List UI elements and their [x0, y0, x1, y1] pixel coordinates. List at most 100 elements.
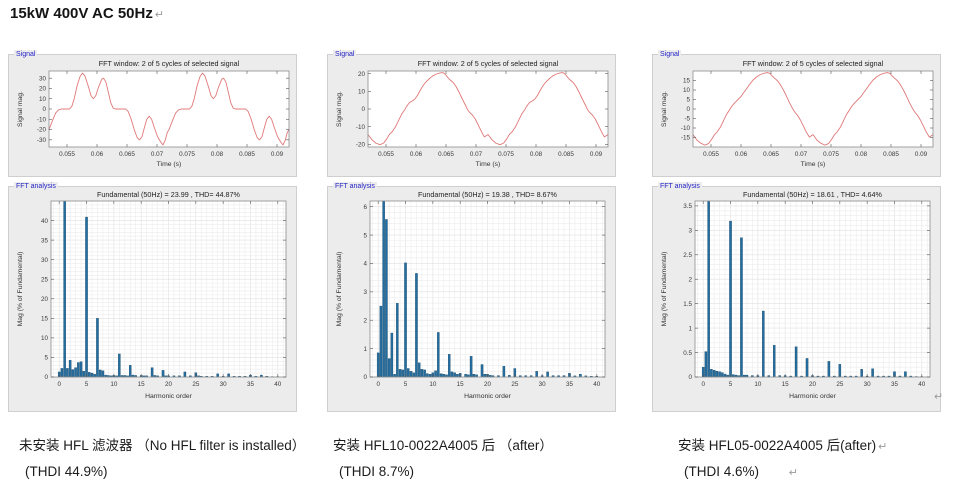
- caption-hfl05: 安装 HFL05-0022A4005 后(after) ↵: [678, 434, 887, 454]
- svg-text:5: 5: [404, 381, 408, 388]
- svg-text:0: 0: [57, 381, 61, 388]
- signal-groupbox: Signal 0.055 0.06 0.065 0.07 0.075 0.08 0.085 0…: [327, 50, 616, 177]
- svg-text:Harmonic order: Harmonic order: [145, 393, 193, 400]
- svg-text:Mag (% of Fundamental): Mag (% of Fundamental): [17, 252, 24, 327]
- svg-text:25: 25: [511, 381, 519, 388]
- svg-text:0.08: 0.08: [211, 151, 224, 158]
- svg-text:35: 35: [566, 381, 574, 388]
- caption-text: 未安装 HFL 滤波器 （No HFL filter is installed）: [19, 438, 306, 453]
- fft-tool-panel-no-filter: Signal 0.055 0.06 0.065 0.07 0.075 0.08 0.085 0…: [8, 0, 297, 500]
- svg-text:0.5: 0.5: [683, 350, 692, 357]
- svg-text:10: 10: [41, 335, 49, 342]
- svg-text:0.085: 0.085: [239, 151, 255, 158]
- fft-analysis-group-label: FFT analysis: [333, 182, 377, 191]
- svg-text:0.065: 0.065: [763, 151, 779, 158]
- svg-text:0.055: 0.055: [703, 151, 719, 158]
- svg-text:20: 20: [358, 71, 366, 78]
- svg-text:25: 25: [192, 381, 200, 388]
- svg-text:5: 5: [729, 381, 733, 388]
- svg-text:-10: -10: [37, 116, 47, 123]
- svg-text:30: 30: [539, 381, 547, 388]
- svg-text:0: 0: [701, 381, 705, 388]
- svg-text:1: 1: [688, 325, 692, 332]
- fft-tool-panel-hfl10: Signal 0.055 0.06 0.065 0.07 0.075 0.08 0.085 0…: [327, 0, 616, 500]
- svg-text:Mag (% of Fundamental): Mag (% of Fundamental): [661, 252, 668, 327]
- svg-text:1.5: 1.5: [683, 301, 692, 308]
- svg-text:30: 30: [41, 257, 49, 264]
- caption-thdi-text: (THDI 8.7%): [339, 464, 415, 479]
- svg-text:10: 10: [358, 89, 366, 96]
- caption-text: 安装 HFL05-0022A4005 后(after): [678, 438, 877, 453]
- signal-plot: 0.055 0.06 0.065 0.07 0.075 0.08 0.085 0.09 -15 -…: [653, 55, 940, 176]
- svg-text:0: 0: [688, 374, 692, 381]
- caption-no-filter: 未安装 HFL 滤波器 （No HFL filter is installed）: [19, 434, 305, 454]
- svg-text:-15: -15: [681, 135, 691, 142]
- svg-text:-10: -10: [356, 124, 366, 131]
- paragraph-mark-icon: ↵: [934, 391, 944, 403]
- svg-text:FFT window: 2 of 5 cycles of s: FFT window: 2 of 5 cycles of selected si…: [99, 59, 240, 68]
- svg-text:Fundamental (50Hz) = 18.61 , T: Fundamental (50Hz) = 18.61 , THD= 4.64%: [743, 190, 883, 199]
- signal-group-label: Signal: [658, 50, 682, 59]
- svg-text:30: 30: [864, 381, 872, 388]
- svg-text:10: 10: [683, 87, 691, 94]
- svg-text:4: 4: [363, 261, 367, 268]
- page-title-text: 15kW 400V AC 50Hz: [10, 5, 153, 22]
- fft-bar-plot: 0 5 10 15 20 25 30 35 40 0 1 2 3 4 5 6 Fundamental (50Hz…: [328, 187, 615, 411]
- svg-text:0.055: 0.055: [378, 151, 394, 158]
- svg-text:-10: -10: [681, 125, 691, 132]
- svg-text:35: 35: [891, 381, 899, 388]
- svg-text:0: 0: [361, 106, 365, 113]
- paragraph-mark-icon: ↵: [154, 9, 165, 21]
- fft-tool-panel-hfl05: Signal 0.055 0.06 0.065 0.07 0.075 0.08 0.085 0…: [652, 0, 941, 500]
- svg-text:2.5: 2.5: [683, 252, 692, 259]
- svg-text:0.07: 0.07: [795, 151, 808, 158]
- svg-text:2: 2: [363, 317, 367, 324]
- caption-thdi-text: (THDI 44.9%): [25, 464, 108, 479]
- svg-text:0.06: 0.06: [410, 151, 423, 158]
- fft-analysis-group-label: FFT analysis: [658, 182, 702, 191]
- svg-text:Time (s): Time (s): [476, 161, 501, 168]
- svg-text:Fundamental (50Hz) = 23.99 , T: Fundamental (50Hz) = 23.99 , THD= 44.87%: [97, 190, 241, 199]
- svg-text:0.08: 0.08: [530, 151, 543, 158]
- svg-text:15: 15: [457, 381, 465, 388]
- svg-text:25: 25: [41, 276, 49, 283]
- signal-plot: 0.055 0.06 0.065 0.07 0.075 0.08 0.085 0.09 -30 -…: [9, 55, 296, 176]
- svg-text:2: 2: [688, 276, 692, 283]
- svg-text:15: 15: [41, 316, 49, 323]
- svg-text:Time (s): Time (s): [157, 161, 182, 168]
- svg-text:0.085: 0.085: [558, 151, 574, 158]
- svg-text:FFT window: 2 of 5 cycles of s: FFT window: 2 of 5 cycles of selected si…: [743, 59, 884, 68]
- svg-text:0: 0: [44, 374, 48, 381]
- svg-text:10: 10: [110, 381, 118, 388]
- svg-text:25: 25: [836, 381, 844, 388]
- svg-text:FFT window: 2 of 5 cycles of s: FFT window: 2 of 5 cycles of selected si…: [418, 59, 559, 68]
- svg-text:40: 40: [918, 381, 926, 388]
- svg-text:20: 20: [165, 381, 173, 388]
- svg-text:-30: -30: [37, 137, 47, 144]
- caption-hfl05-thdi: (THDI 4.6%) ↵: [678, 464, 798, 479]
- svg-text:0.09: 0.09: [590, 151, 603, 158]
- svg-text:15: 15: [138, 381, 146, 388]
- svg-text:0.09: 0.09: [915, 151, 928, 158]
- signal-groupbox: Signal 0.055 0.06 0.065 0.07 0.075 0.08 0.085 0…: [652, 50, 941, 177]
- svg-text:20: 20: [484, 381, 492, 388]
- caption-hfl10-thdi: (THDI 8.7%): [333, 464, 414, 479]
- fft-analysis-groupbox: FFT analysis 0 5 10 15 20 25 30 35 40 0 0.5 1 1.5 2 2.…: [652, 182, 941, 412]
- svg-text:3: 3: [688, 228, 692, 235]
- paragraph-mark-icon: ↵: [878, 441, 888, 453]
- svg-text:3.5: 3.5: [683, 203, 692, 210]
- signal-group-label: Signal: [333, 50, 357, 59]
- fft-bar-plot: 0 5 10 15 20 25 30 35 40 0 5 10 15 20 25 30 35 40 Fundamen…: [9, 187, 296, 411]
- svg-text:20: 20: [809, 381, 817, 388]
- svg-text:0.065: 0.065: [438, 151, 454, 158]
- caption-thdi-text: (THDI 4.6%): [684, 464, 760, 479]
- svg-text:20: 20: [41, 296, 49, 303]
- fft-analysis-groupbox: FFT analysis 0 5 10 15 20 25 30 35 40 0 5 10 15 20 25 3…: [8, 182, 297, 412]
- fft-bar-plot: 0 5 10 15 20 25 30 35 40 0 0.5 1 1.5 2 2.5 3 3.5 Fundamen…: [653, 187, 940, 411]
- page-title: 15kW 400V AC 50Hz ↵: [10, 5, 164, 22]
- svg-text:Fundamental (50Hz) = 19.38 , T: Fundamental (50Hz) = 19.38 , THD= 8.67%: [418, 190, 558, 199]
- svg-text:6: 6: [363, 204, 367, 211]
- svg-text:5: 5: [363, 232, 367, 239]
- svg-text:40: 40: [274, 381, 282, 388]
